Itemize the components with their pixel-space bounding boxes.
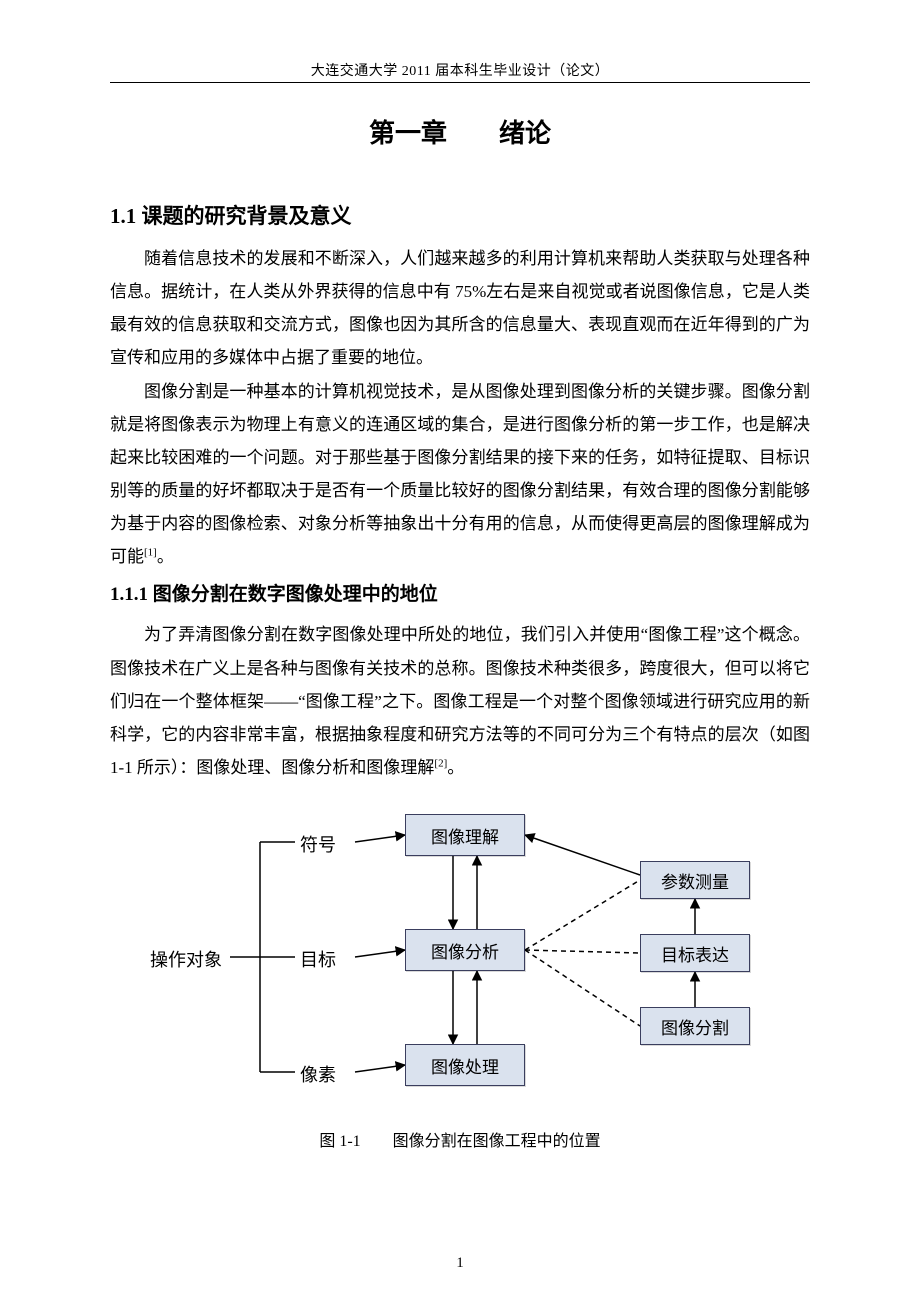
diagram-block-segment: 图像分割 <box>640 1007 750 1045</box>
diagram-container: 操作对象 符号目标像素 图像理解图像分析图像处理 参数测量目标表达图像分割 <box>150 806 770 1106</box>
diagram-label-symbol: 符号 <box>300 831 336 857</box>
page-number: 1 <box>0 1255 920 1272</box>
diagram-block-understand: 图像理解 <box>405 814 525 856</box>
paragraph-2: 图像分割是一种基本的计算机视觉技术，是从图像处理到图像分析的关键步骤。图像分割就… <box>110 375 810 574</box>
figure-caption: 图 1-1 图像分割在图像工程中的位置 <box>110 1127 810 1151</box>
chapter-title: 第一章 绪论 <box>110 113 810 150</box>
paragraph-1: 随着信息技术的发展和不断深入，人们越来越多的利用计算机来帮助人类获取与处理各种信… <box>110 242 810 375</box>
diagram-block-express: 目标表达 <box>640 934 750 972</box>
ref-2: [2] <box>434 757 447 769</box>
paragraph-2-tail: 。 <box>157 547 174 566</box>
paragraph-2-text: 图像分割是一种基本的计算机视觉技术，是从图像处理到图像分析的关键步骤。图像分割就… <box>110 382 810 567</box>
diagram-label-target: 目标 <box>300 946 336 972</box>
running-header: 大连交通大学 2011 届本科生毕业设计（论文） <box>110 60 810 80</box>
diagram-label-oper_obj: 操作对象 <box>150 946 222 972</box>
paragraph-3: 为了弄清图像分割在数字图像处理中所处的地位，我们引入并使用“图像工程”这个概念。… <box>110 618 810 784</box>
paragraph-3-text: 为了弄清图像分割在数字图像处理中所处的地位，我们引入并使用“图像工程”这个概念。… <box>110 625 810 777</box>
diagram-block-analysis: 图像分析 <box>405 929 525 971</box>
figure-1-1: 操作对象 符号目标像素 图像理解图像分析图像处理 参数测量目标表达图像分割 图 1-1… <box>110 806 810 1151</box>
section-1-1-heading: 1.1 课题的研究背景及意义 <box>110 200 810 230</box>
diagram-block-measure: 参数测量 <box>640 861 750 899</box>
header-rule <box>110 82 810 83</box>
diagram-label-pixel: 像素 <box>300 1061 336 1087</box>
ref-1: [1] <box>144 547 157 559</box>
section-1-1-1-heading: 1.1.1 图像分割在数字图像处理中的地位 <box>110 579 810 606</box>
page: 大连交通大学 2011 届本科生毕业设计（论文） 第一章 绪论 1.1 课题的研… <box>0 0 920 1302</box>
paragraph-3-tail: 。 <box>447 758 464 777</box>
diagram-block-process: 图像处理 <box>405 1044 525 1086</box>
